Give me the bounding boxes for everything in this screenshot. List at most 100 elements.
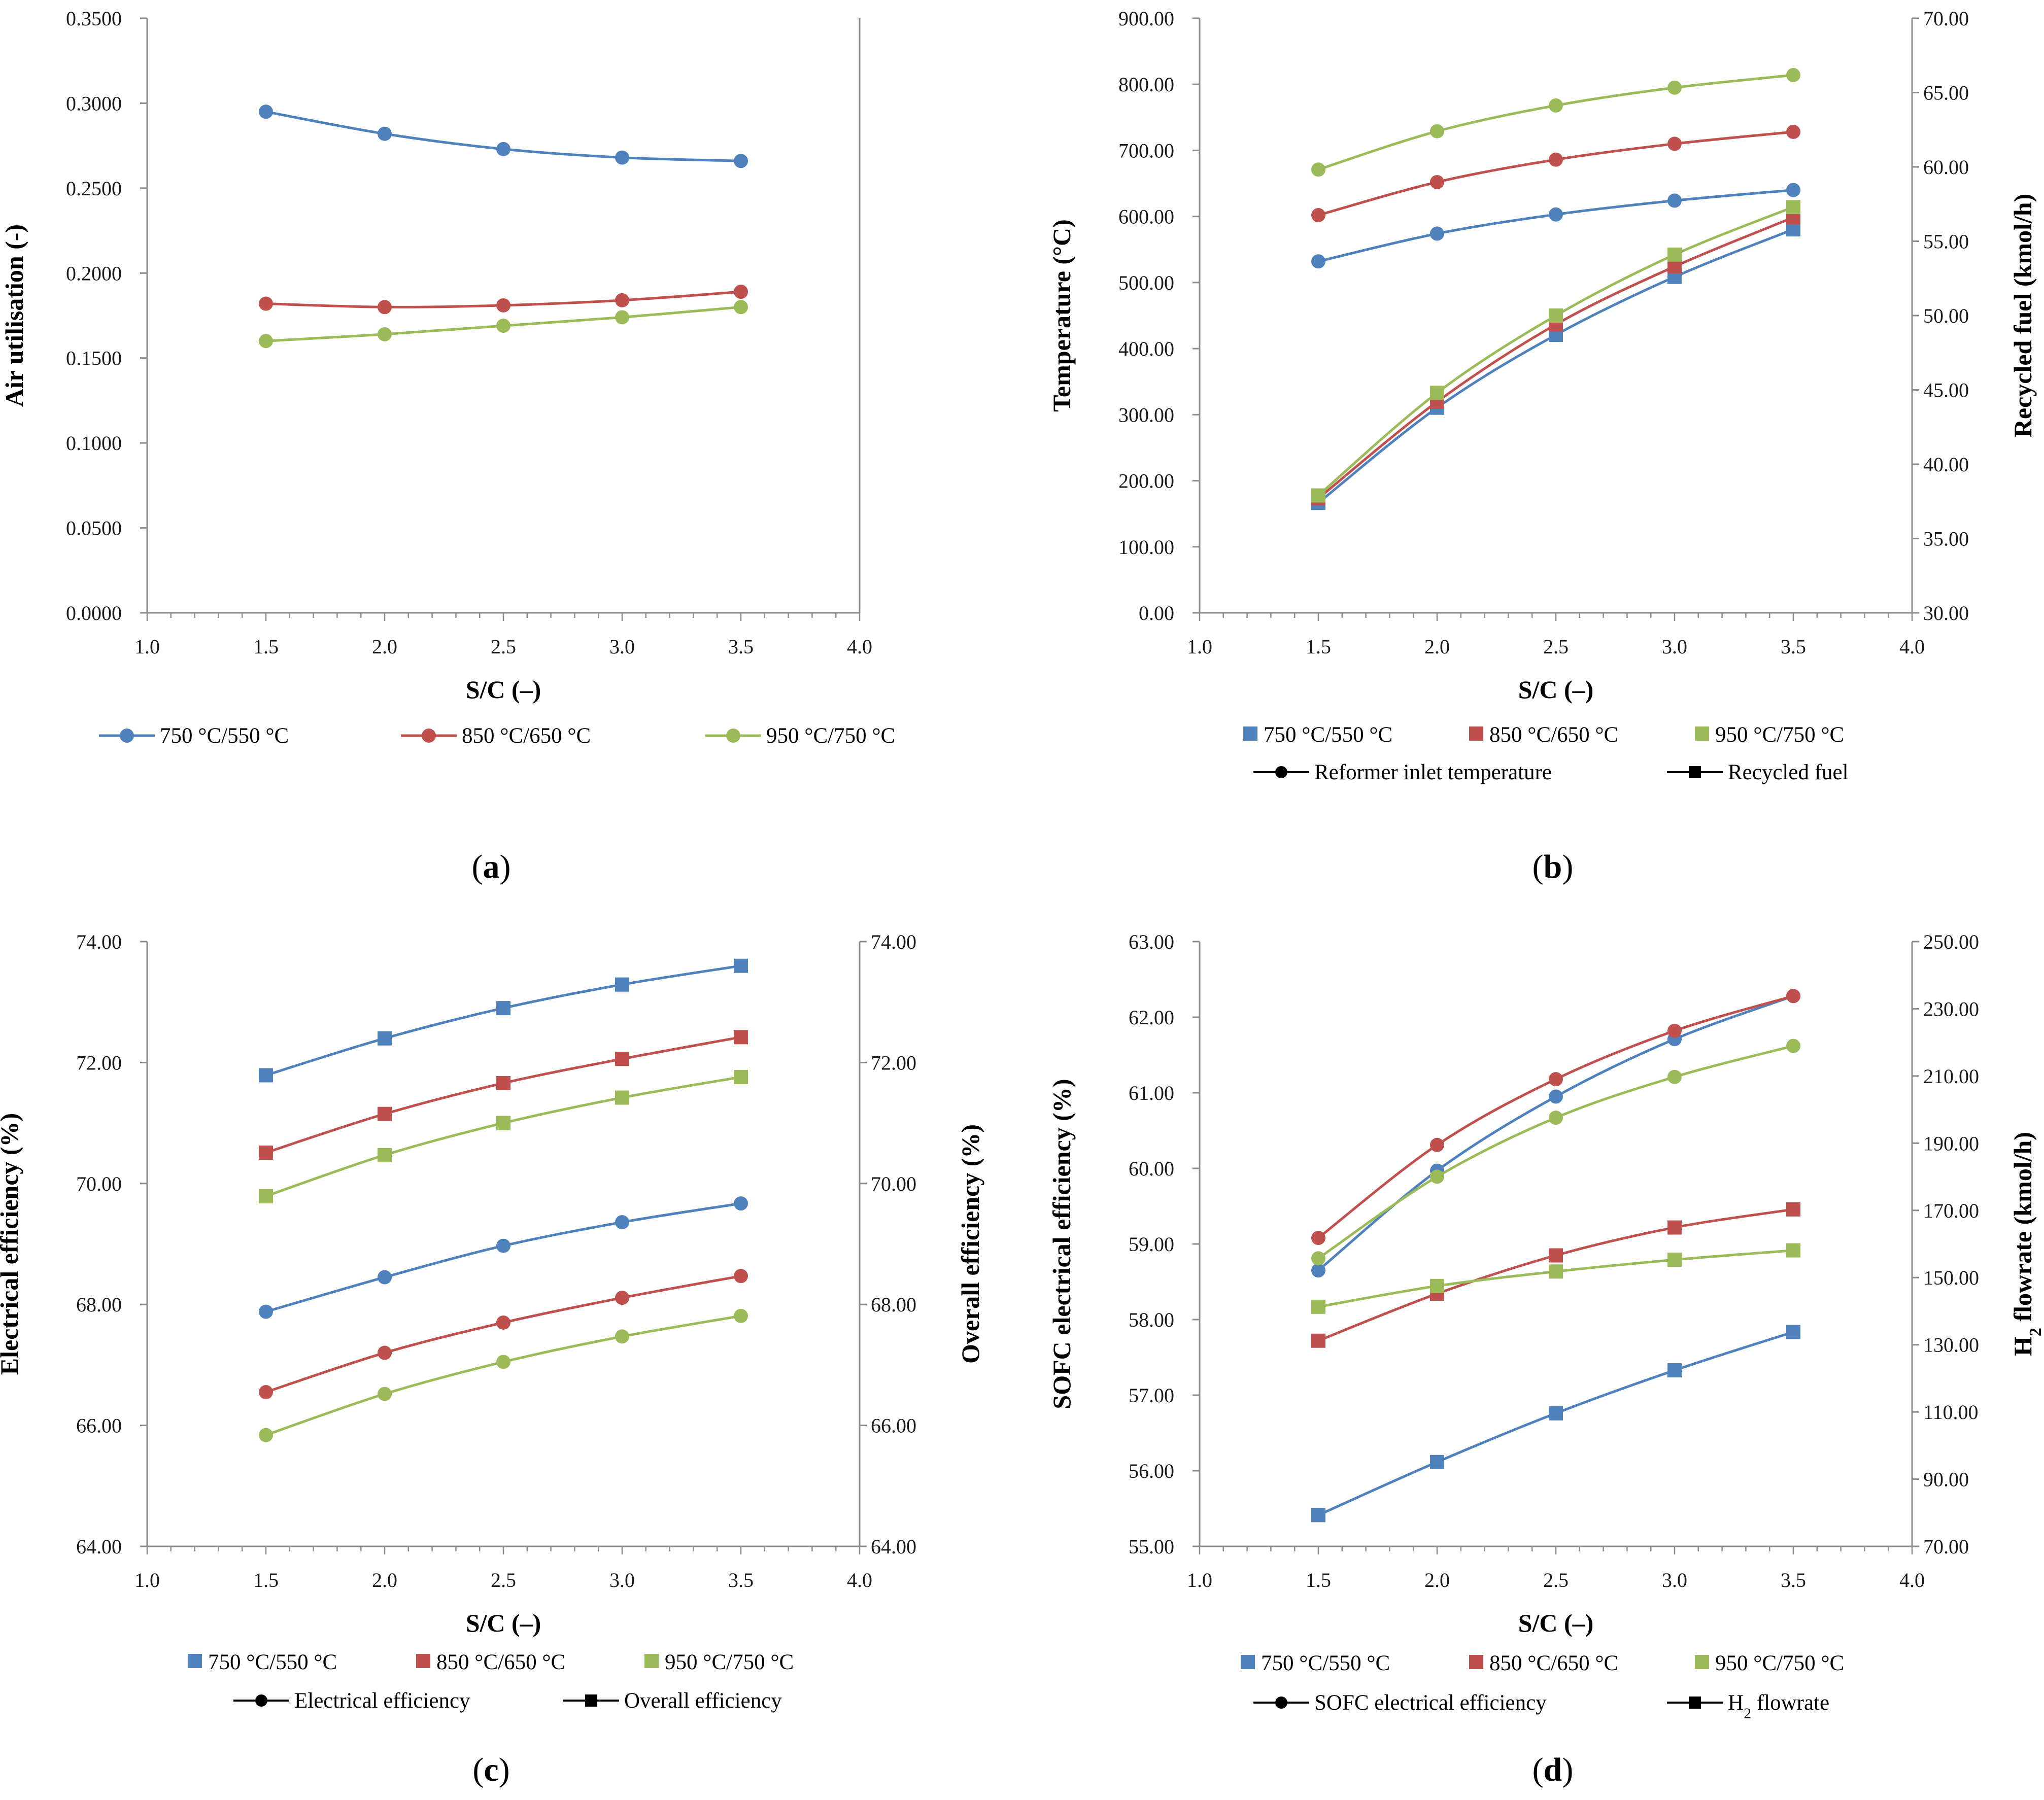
- y-tick-label: 61.00: [1129, 1082, 1174, 1104]
- y-tick-label: 59.00: [1129, 1233, 1174, 1256]
- data-point: [1786, 1202, 1800, 1217]
- data-point: [1667, 193, 1682, 208]
- series-line: [265, 1076, 741, 1198]
- data-point: [1311, 1299, 1325, 1314]
- x-axis-label: S/C (–): [466, 675, 541, 704]
- data-point: [496, 1355, 510, 1369]
- data-point: [734, 285, 748, 299]
- data-point: [1786, 67, 1800, 82]
- y-tick-label: 400.00: [1118, 337, 1174, 360]
- data-point: [734, 1070, 748, 1085]
- data-point: [734, 1269, 748, 1284]
- x-axis-label: S/C (–): [1518, 1609, 1594, 1637]
- y-axis-label: Air utilisation (-): [0, 224, 28, 407]
- data-point: [615, 1291, 629, 1305]
- legend-label: SOFC electrical efficiency: [1314, 1691, 1547, 1715]
- panel-caption: (a): [472, 848, 511, 885]
- y2-tick-label: 170.00: [1923, 1199, 1979, 1222]
- y2-tick-label: 74.00: [871, 930, 916, 953]
- y2-tick-label: 50.00: [1923, 304, 1969, 327]
- data-point: [378, 1387, 392, 1401]
- legend-label: 850 °C/650 °C: [1489, 1651, 1618, 1675]
- y2-tick-label: 70.00: [1923, 7, 1969, 30]
- x-tick-label: 1.5: [253, 635, 279, 658]
- data-point: [1311, 1251, 1325, 1266]
- legend-label: H2 flowrate: [1728, 1691, 1829, 1722]
- chart-b: 0.00 100.00 200.00 300.00 400.00 500.00 600.00…: [1047, 7, 2037, 885]
- y-tick-label: 63.00: [1129, 930, 1174, 953]
- x-tick-label: 2.5: [1543, 1569, 1569, 1591]
- y-tick-label: 56.00: [1129, 1460, 1174, 1482]
- x-tick-label: 2.0: [1424, 635, 1450, 658]
- data-point: [1549, 207, 1563, 222]
- panel-caption: (c): [472, 1751, 509, 1788]
- y-tick-label: 58.00: [1129, 1308, 1174, 1331]
- legend-label: 750 °C/550 °C: [208, 1650, 337, 1674]
- series-line: [1317, 1331, 1794, 1516]
- data-point: [378, 1106, 392, 1121]
- y-tick-label: 62.00: [1129, 1006, 1174, 1029]
- data-point: [1430, 1455, 1444, 1469]
- data-point: [259, 1068, 273, 1083]
- y-tick-label: 0.3500: [66, 7, 122, 30]
- data-point: [734, 958, 748, 973]
- x-tick-label: 1.0: [134, 635, 160, 658]
- x-tick-label: 3.5: [1781, 635, 1806, 658]
- y2-tick-label: 55.00: [1923, 230, 1969, 253]
- y2-axis-label: H2 flowrate (kmol/h): [2008, 1132, 2044, 1356]
- panel-caption: (b): [1532, 848, 1574, 885]
- series-line: [265, 1202, 741, 1313]
- y-tick-label: 0.2000: [66, 262, 122, 285]
- legend-marker: [1243, 726, 1257, 741]
- legend-marker: [1275, 1697, 1287, 1709]
- data-point: [378, 126, 392, 141]
- legend-label: 950 °C/750 °C: [1715, 1651, 1844, 1675]
- y-tick-label: 0.1500: [66, 347, 122, 370]
- x-tick-label: 1.5: [253, 1569, 279, 1591]
- x-tick-label: 1.0: [134, 1569, 160, 1591]
- x-tick-label: 4.0: [847, 635, 872, 658]
- legend-marker: [120, 729, 134, 743]
- data-point: [734, 1030, 748, 1045]
- legend-marker: [1275, 766, 1287, 778]
- series-line: [1318, 189, 1794, 263]
- data-point: [1786, 200, 1800, 215]
- x-tick-label: 2.0: [1424, 1569, 1450, 1591]
- x-tick-label: 1.0: [1187, 1569, 1212, 1591]
- y-tick-label: 70.00: [76, 1172, 122, 1195]
- data-point: [1430, 124, 1444, 139]
- y2-axis-label: Overall efficiency (%): [956, 1124, 984, 1364]
- data-point: [1311, 162, 1325, 177]
- y-tick-label: 0.00: [1139, 602, 1174, 625]
- x-tick-label: 1.5: [1306, 635, 1331, 658]
- y-axis-label: Temperature (°C): [1047, 219, 1076, 412]
- data-point: [378, 1148, 392, 1162]
- data-point: [734, 300, 748, 315]
- chart-a: 0.0000 0.0500 0.1000 0.1500 0.2000 0.2500 0.30…: [0, 7, 895, 885]
- legend-marker: [1469, 726, 1483, 741]
- data-point: [1549, 1248, 1563, 1263]
- legend-marker: [585, 1694, 597, 1707]
- legend-marker: [1689, 766, 1701, 778]
- y-tick-label: 200.00: [1118, 470, 1174, 493]
- data-point: [1549, 98, 1563, 113]
- data-point: [259, 105, 273, 119]
- data-point: [496, 298, 510, 313]
- legend-marker: [644, 1654, 659, 1668]
- legend-marker: [726, 729, 740, 743]
- data-point: [1786, 1243, 1800, 1258]
- y-tick-label: 74.00: [76, 930, 122, 953]
- y2-tick-label: 210.00: [1923, 1065, 1979, 1088]
- legend-marker: [1241, 1655, 1255, 1669]
- x-axis-label: S/C (–): [1518, 675, 1594, 704]
- data-point: [1430, 1169, 1444, 1184]
- data-point: [615, 293, 629, 307]
- y2-tick-label: 230.00: [1923, 997, 1979, 1020]
- series-line: [265, 1274, 741, 1394]
- x-tick-label: 3.5: [728, 635, 754, 658]
- x-tick-label: 2.0: [372, 1569, 397, 1591]
- data-point: [259, 334, 273, 349]
- data-point: [259, 1385, 273, 1400]
- data-point: [1549, 1264, 1563, 1279]
